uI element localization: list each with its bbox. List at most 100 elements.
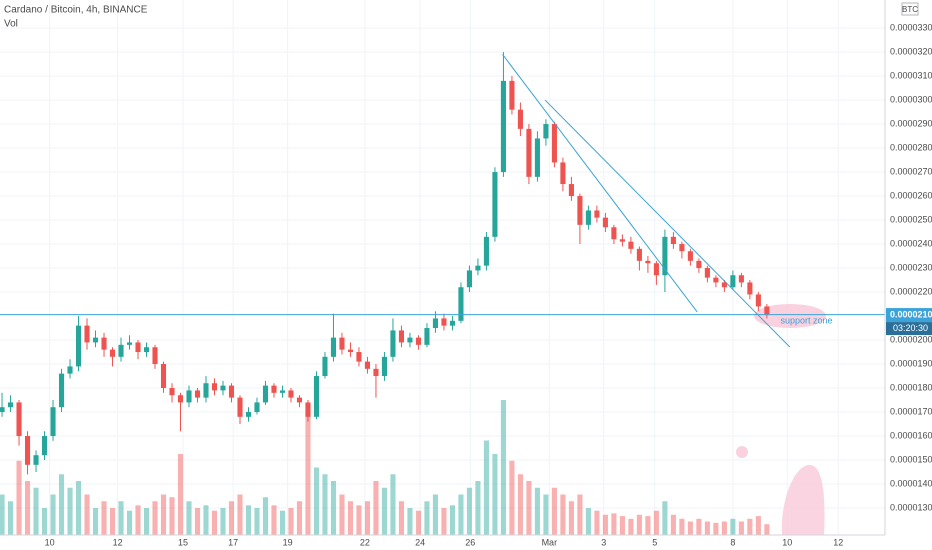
volume-bar [75,481,82,535]
candle-body [135,342,141,353]
candle-body [611,227,617,240]
volume-bar [755,516,761,535]
candle-body [594,210,600,218]
volume-bar [670,514,676,535]
candle-body [373,368,379,377]
candle-body [492,172,498,237]
candle-body [33,455,39,465]
volume-bar [101,501,107,535]
candle-body [500,80,506,173]
candle-body [194,390,201,398]
candle-body [721,282,727,288]
candle-body [16,402,22,437]
x-tick-label: 19 [283,537,293,547]
candle-body [109,349,116,357]
candle-body [254,402,260,413]
volume-bar [594,510,600,535]
volume-bar [424,501,430,535]
x-tick-label: 5 [652,537,657,547]
candle-body [645,260,651,264]
x-tick-label: 12 [113,537,123,547]
volume-bar [262,497,269,535]
highlight-dot [736,446,748,458]
volume-bar [288,508,294,535]
candle-body [271,385,277,393]
volume-bar [577,494,583,535]
drawing-layer: support zone [0,54,885,348]
candle-body [560,162,566,185]
volume-bar [322,474,328,535]
candle-body [670,236,676,245]
volume-bar [730,518,736,535]
candle-body [381,356,388,377]
volume-bar [704,521,710,535]
candle-body [543,124,549,139]
candle-body [41,436,48,456]
candle-body [424,328,430,345]
volume-bar [687,521,693,535]
candle-body [390,330,396,357]
candle-body [7,402,14,408]
candle-body [288,390,294,398]
volume-bar [551,487,557,535]
candle-body [160,364,167,389]
candle-body [747,282,753,295]
candle-body [67,366,73,374]
volume-bar [50,494,56,535]
candle-body [92,337,99,343]
volume-bar [58,474,65,535]
candle-body [475,265,481,271]
volume-label: Vol [4,19,18,30]
x-tick-label: 3 [601,537,606,547]
countdown-label: 03:20:30 [893,323,928,333]
volume-bar [296,501,303,535]
x-tick-label: 17 [228,537,238,547]
x-tick-label: 10 [782,537,792,547]
volume-bar [619,516,625,535]
candle-body [0,407,5,413]
volume-bar [543,494,549,535]
volume-bar [611,513,617,535]
volume-bar [373,481,379,535]
candle-body [322,356,328,377]
volume-bar [84,494,90,535]
volume-bar [568,501,574,535]
volume-bar [356,505,362,535]
x-tick-label: 15 [178,537,188,547]
candle-body [143,347,150,353]
candle-body [696,260,702,269]
countdown-box [886,322,932,336]
volume-bar [109,508,116,535]
candle-body [305,402,311,417]
volume-bar [721,521,727,535]
y-tick-label: 0.00001300 [890,502,932,512]
volume-bar [475,481,481,535]
candle-body [262,385,269,403]
candle-body [186,390,192,403]
x-tick-label: 22 [360,537,370,547]
candle-body [398,330,405,343]
volume-bar [602,514,608,535]
trend-line [544,99,791,348]
volume-bar [679,518,685,535]
candle-body [568,184,574,197]
candle-body [211,383,218,391]
volume-bar [41,508,48,535]
volume-bar [364,501,371,535]
grid [0,0,885,535]
volume-bar [500,400,506,535]
candle-body [432,318,438,329]
candle-body [24,436,31,465]
volume-layer [0,400,770,535]
volume-bar [143,508,150,535]
volume-bar [152,501,158,535]
